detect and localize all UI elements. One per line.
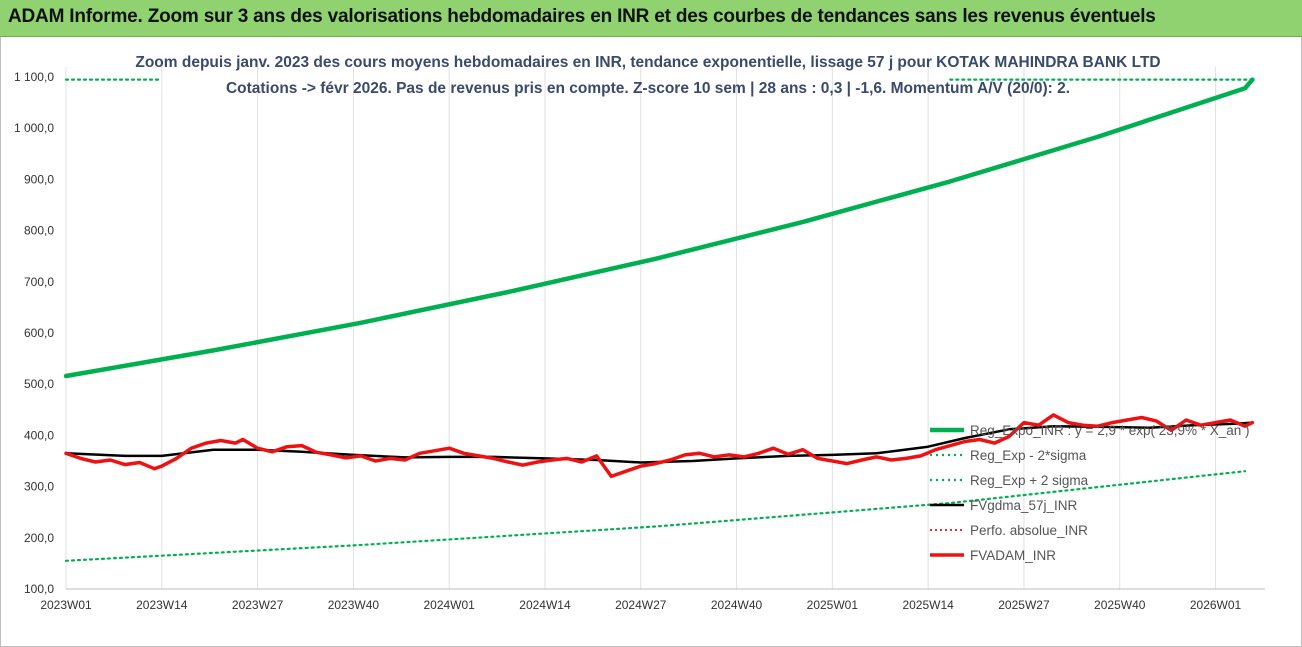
x-tick-label: 2023W14: [136, 598, 188, 612]
legend-entry: Reg_Exp + 2 sigma: [970, 473, 1089, 488]
y-tick-label: 300,0: [24, 480, 54, 494]
gridlines: [65, 67, 1217, 589]
y-tick-label: 900,0: [24, 172, 54, 186]
x-tick-label: 2023W01: [40, 598, 92, 612]
x-tick-label: 2023W40: [328, 598, 380, 612]
report-header: ADAM Informe. Zoom sur 3 ans des valoris…: [0, 0, 1302, 37]
chart-subtitle-line2: Cotations -> févr 2026. Pas de revenus p…: [226, 80, 1070, 97]
y-tick-label: 100,0: [24, 582, 54, 596]
legend-entry: FVADAM_INR: [970, 548, 1056, 563]
y-tick-label: 800,0: [24, 224, 54, 238]
x-tick-label: 2025W01: [807, 598, 859, 612]
y-tick-label: 400,0: [24, 428, 54, 442]
series-layer: [63, 77, 1255, 562]
report-title: ADAM Informe. Zoom sur 3 ans des valoris…: [8, 6, 1156, 27]
x-tick-label: 2026W01: [1190, 598, 1242, 612]
x-tick-label: 2024W14: [519, 598, 571, 612]
legend-entry: Reg_Expo_INR : y = 2,9 * exp( 23,9% * X_…: [970, 423, 1250, 438]
series-fvadam: [64, 413, 1255, 479]
x-axis-ticks: 2023W01 2023W14 2023W27 2023W40 2024W01 2024W…: [40, 598, 1241, 612]
x-tick-label: 2024W01: [423, 598, 475, 612]
legend-entry: Reg_Exp - 2*sigma: [970, 448, 1087, 463]
y-tick-label: 1 100,0: [14, 70, 54, 84]
x-tick-label: 2023W27: [232, 598, 284, 612]
legend-entry: FVgdma_57j_INR: [970, 498, 1078, 513]
y-tick-label: 700,0: [24, 275, 54, 289]
x-tick-label: 2025W14: [902, 598, 954, 612]
x-tick-label: 2024W27: [615, 598, 667, 612]
y-axis-ticks: 100,0 200,0 300,0 400,0 500,0 600,0 700,0 800,0…: [14, 70, 54, 596]
y-tick-label: 200,0: [24, 531, 54, 545]
chart-subtitle-line1: Zoom depuis janv. 2023 des cours moyens …: [135, 54, 1160, 71]
y-tick-label: 600,0: [24, 326, 54, 340]
legend-entry: Perfo. absolue_INR: [970, 523, 1088, 538]
y-tick-label: 1 000,0: [14, 121, 54, 135]
x-tick-label: 2025W40: [1094, 598, 1146, 612]
series-minus-2sigma: [64, 470, 1247, 562]
x-tick-label: 2025W27: [998, 598, 1050, 612]
chart-legend: Reg_Expo_INR : y = 2,9 * exp( 23,9% * X_…: [930, 423, 1250, 563]
series-reg-expo: [63, 77, 1255, 379]
trend-chart: 100,0 200,0 300,0 400,0 500,0 600,0 700,0 800,0…: [14, 54, 1265, 612]
x-tick-label: 2024W40: [711, 598, 763, 612]
y-tick-label: 500,0: [24, 377, 54, 391]
